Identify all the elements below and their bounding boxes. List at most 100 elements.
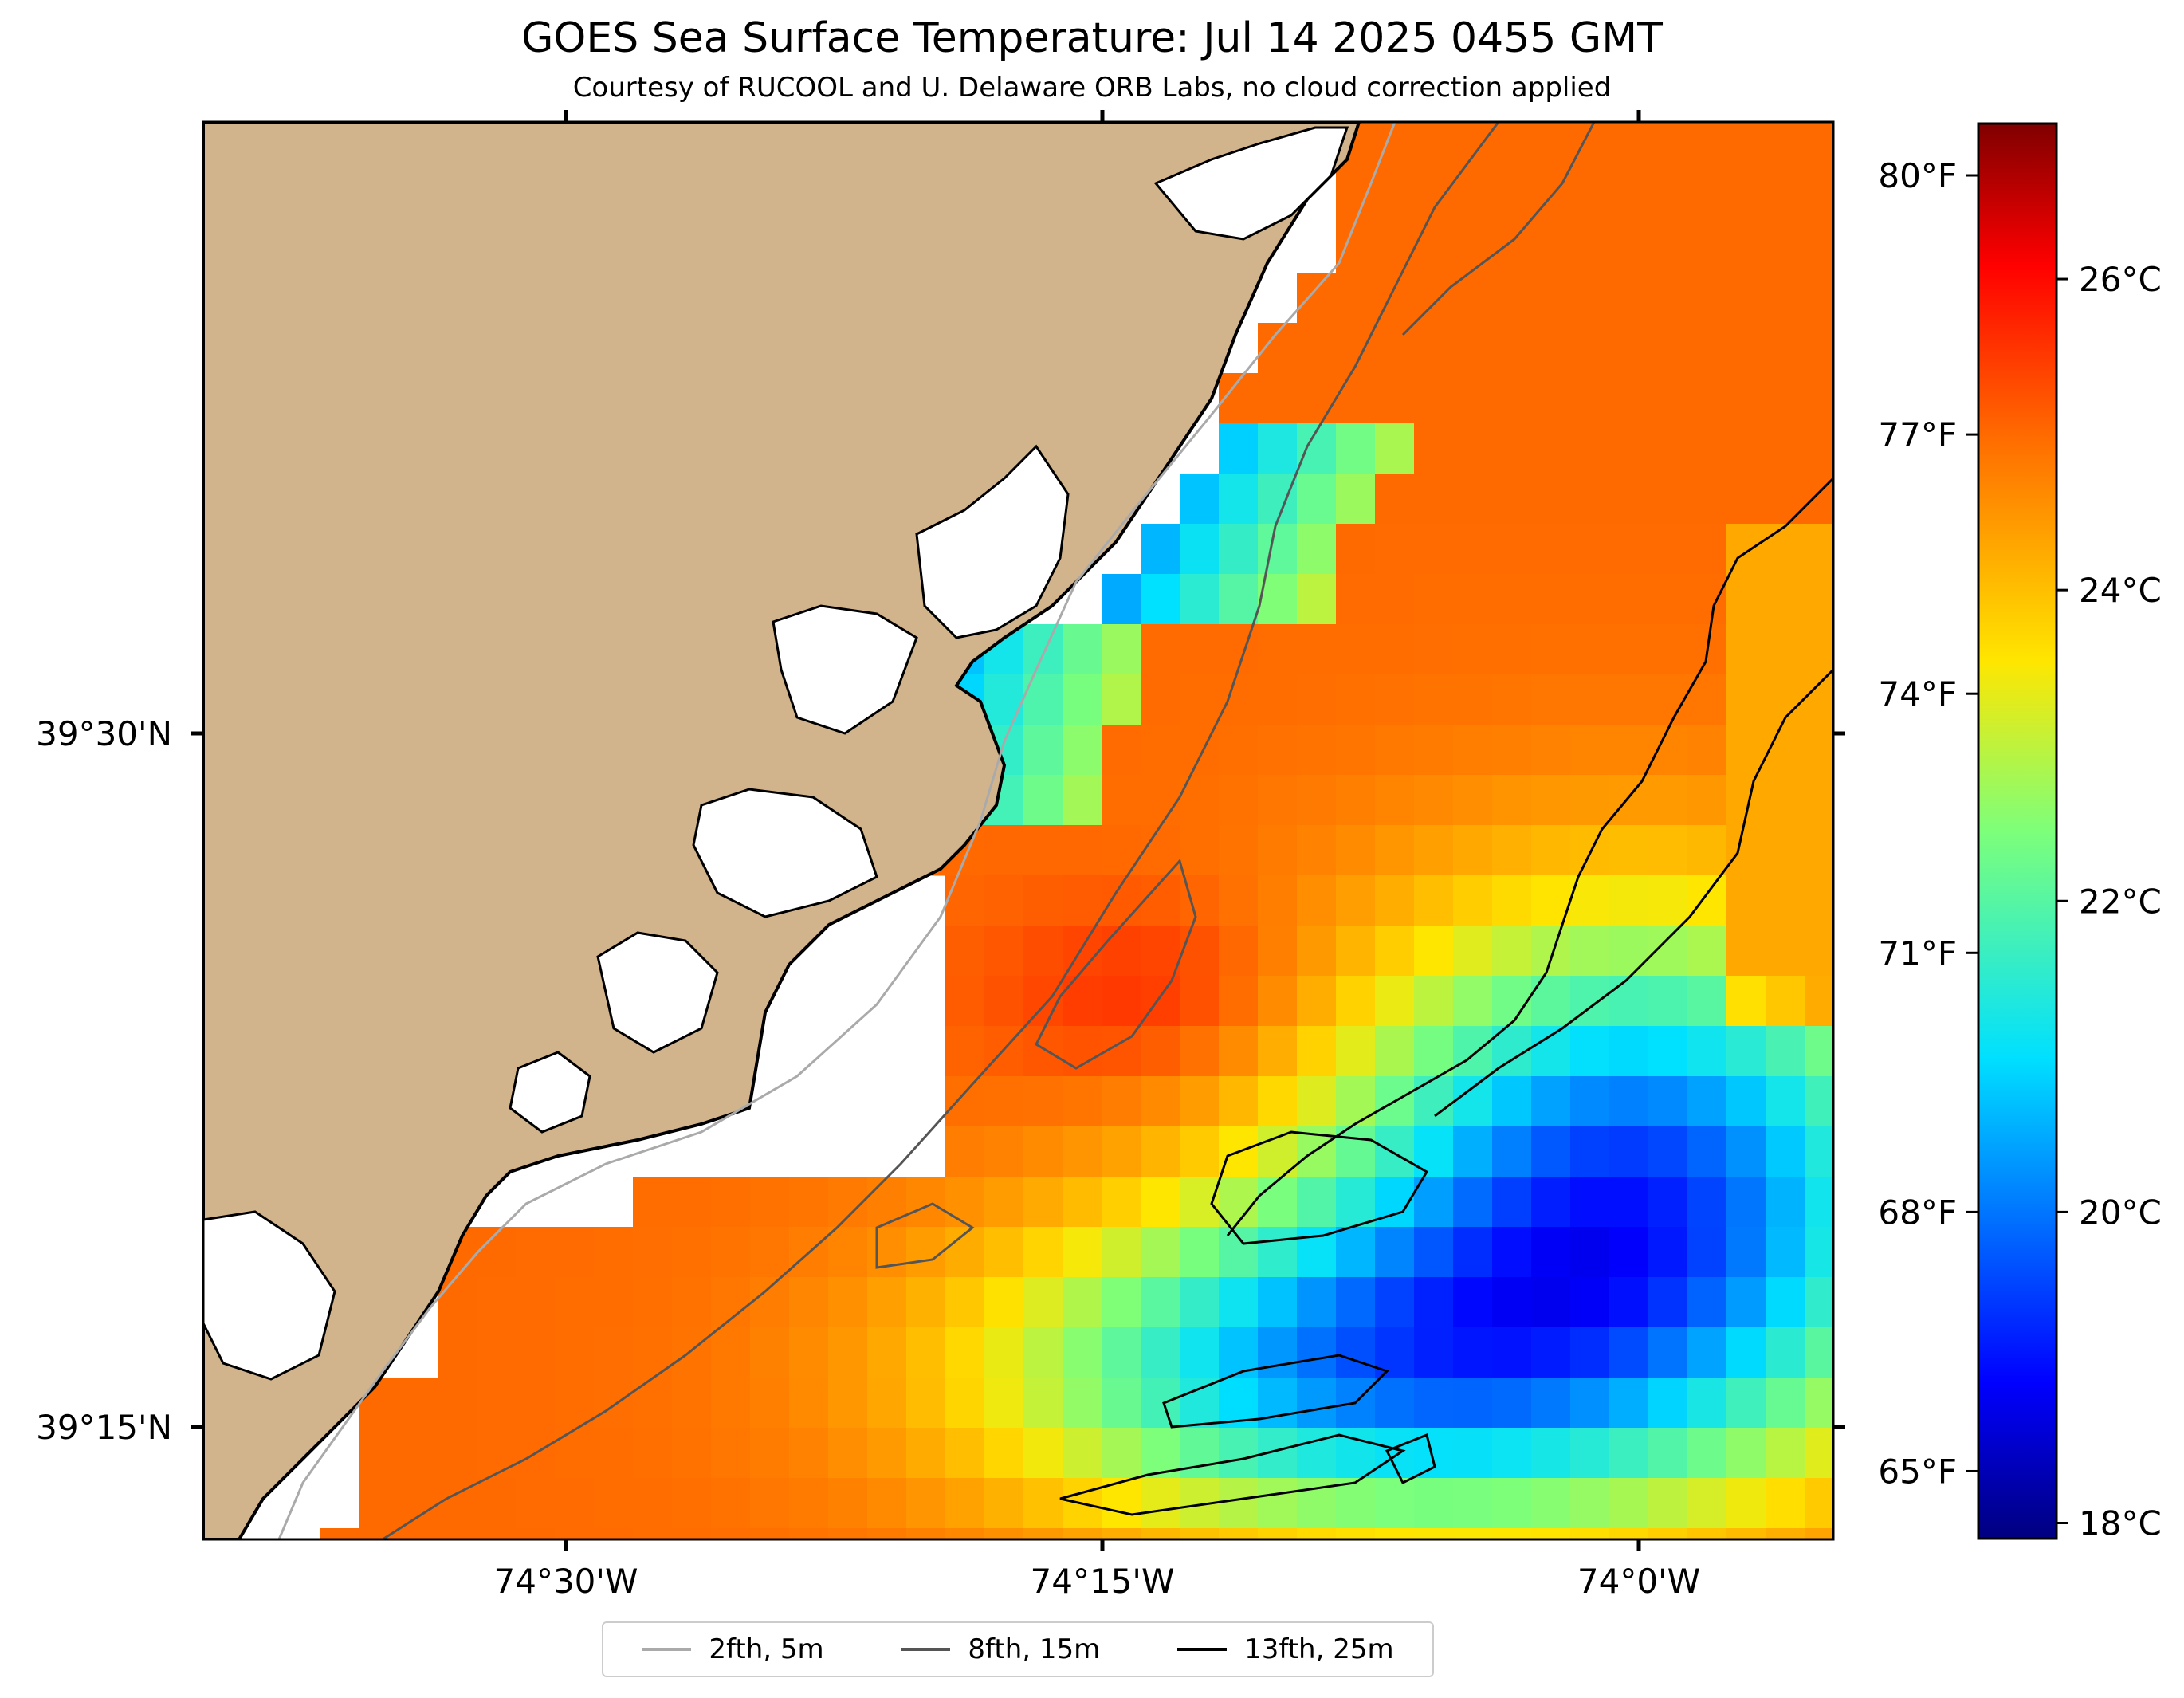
sst-cell xyxy=(1180,474,1220,525)
map-plot-area xyxy=(203,122,1833,1539)
sst-cell xyxy=(1336,1227,1376,1278)
sst-cell xyxy=(789,1478,829,1529)
sst-cell xyxy=(1297,725,1337,776)
sst-cell xyxy=(633,1428,673,1479)
sst-cell xyxy=(672,1177,712,1228)
sst-cell xyxy=(1023,1227,1063,1278)
sst-cell xyxy=(1609,423,1649,474)
sst-cell xyxy=(1492,474,1532,525)
sst-cell xyxy=(1414,875,1454,926)
sst-cell xyxy=(984,1327,1024,1378)
sst-cell xyxy=(1609,373,1649,424)
lat-label: 39°30'N xyxy=(36,714,172,753)
sst-cell xyxy=(1531,1327,1571,1378)
sst-cell xyxy=(1141,1026,1180,1077)
sst-cell xyxy=(1609,222,1649,273)
sst-cell xyxy=(399,1378,438,1429)
sst-cell xyxy=(1609,926,1649,977)
sst-cell xyxy=(1180,976,1220,1027)
bay xyxy=(596,931,719,1054)
sst-cell xyxy=(1766,1076,1805,1127)
sst-cell xyxy=(945,875,985,926)
sst-cell xyxy=(1648,1177,1688,1228)
sst-cell xyxy=(1766,1026,1805,1077)
sst-cell xyxy=(672,1277,712,1328)
sst-cell xyxy=(1297,624,1337,675)
contour-13fth xyxy=(1385,1433,1436,1485)
sst-cell xyxy=(789,1177,829,1228)
sst-cell xyxy=(1336,574,1376,625)
sst-cell xyxy=(1063,1378,1102,1429)
bay xyxy=(1153,126,1349,241)
sst-cell xyxy=(1531,474,1571,525)
sst-cell xyxy=(1141,524,1180,575)
sst-cell xyxy=(789,1428,829,1479)
legend-label: 13fth, 25m xyxy=(1244,1633,1394,1665)
sst-cell xyxy=(1336,1076,1376,1127)
sst-cell xyxy=(1805,122,1833,173)
sst-cell xyxy=(594,1327,634,1378)
sst-cell xyxy=(1180,1277,1220,1328)
sst-cell xyxy=(1687,725,1727,776)
sst-cell xyxy=(1336,1478,1376,1529)
sst-cell xyxy=(1336,1177,1376,1228)
sst-cell xyxy=(438,1428,477,1479)
sst-cell xyxy=(1726,222,1766,273)
sst-cell xyxy=(672,1378,712,1429)
sst-cell xyxy=(906,1227,946,1278)
sst-cell xyxy=(1297,976,1337,1027)
sst-cell xyxy=(1609,1378,1649,1429)
sst-cell xyxy=(1609,976,1649,1027)
sst-cell xyxy=(1570,1528,1610,1539)
sst-cell xyxy=(1180,1428,1220,1479)
sst-cell xyxy=(1453,1327,1493,1378)
sst-cell xyxy=(1766,273,1805,324)
sst-cell xyxy=(1336,825,1376,876)
sst-cell xyxy=(1414,574,1454,625)
sst-cell xyxy=(1687,1428,1727,1479)
sst-cell xyxy=(1726,674,1766,725)
sst-cell xyxy=(1219,825,1259,876)
sst-cell xyxy=(1258,1026,1298,1077)
sst-cell xyxy=(1141,674,1180,725)
depth-legend: 2fth, 5m 8fth, 15m 13fth, 25m xyxy=(602,1621,1434,1677)
lon-label: 74°15'W xyxy=(1031,1562,1175,1601)
contour-13fth xyxy=(1059,1433,1406,1516)
sst-cell xyxy=(828,1277,868,1328)
legend-label: 8fth, 15m xyxy=(968,1633,1101,1665)
sst-cell xyxy=(1492,976,1532,1027)
sst-cell xyxy=(1453,172,1493,223)
sst-cell xyxy=(1805,674,1833,725)
sst-cell xyxy=(1141,1378,1180,1429)
sst-cell xyxy=(1023,674,1063,725)
sst-cell xyxy=(828,1528,868,1539)
sst-cell xyxy=(1648,875,1688,926)
sst-cell xyxy=(984,1528,1024,1539)
sst-cell xyxy=(1336,624,1376,675)
sst-cell xyxy=(1570,926,1610,977)
sst-cell xyxy=(1492,423,1532,474)
sst-cell xyxy=(1648,323,1688,374)
sst-cell xyxy=(1180,674,1220,725)
sst-cell xyxy=(1648,725,1688,776)
sst-cell xyxy=(906,1528,946,1539)
sst-cell xyxy=(399,1428,438,1479)
sst-cell xyxy=(555,1528,595,1539)
sst-cell xyxy=(906,1327,946,1378)
sst-cell xyxy=(1023,1478,1063,1529)
sst-cell xyxy=(1609,1177,1649,1228)
sst-cell xyxy=(1531,1528,1571,1539)
sst-cell xyxy=(1258,926,1298,977)
sst-cell xyxy=(789,1277,829,1328)
sst-cell xyxy=(1492,373,1532,424)
sst-cell xyxy=(711,1378,751,1429)
sst-cell xyxy=(477,1277,517,1328)
sst-cell xyxy=(1766,1177,1805,1228)
sst-cell xyxy=(477,1528,517,1539)
sst-cell xyxy=(1141,1076,1180,1127)
sst-cell xyxy=(1453,1478,1493,1529)
sst-cell xyxy=(1766,373,1805,424)
sst-cell xyxy=(1219,674,1259,725)
sst-cell xyxy=(1726,423,1766,474)
sst-cell xyxy=(1805,1227,1833,1278)
